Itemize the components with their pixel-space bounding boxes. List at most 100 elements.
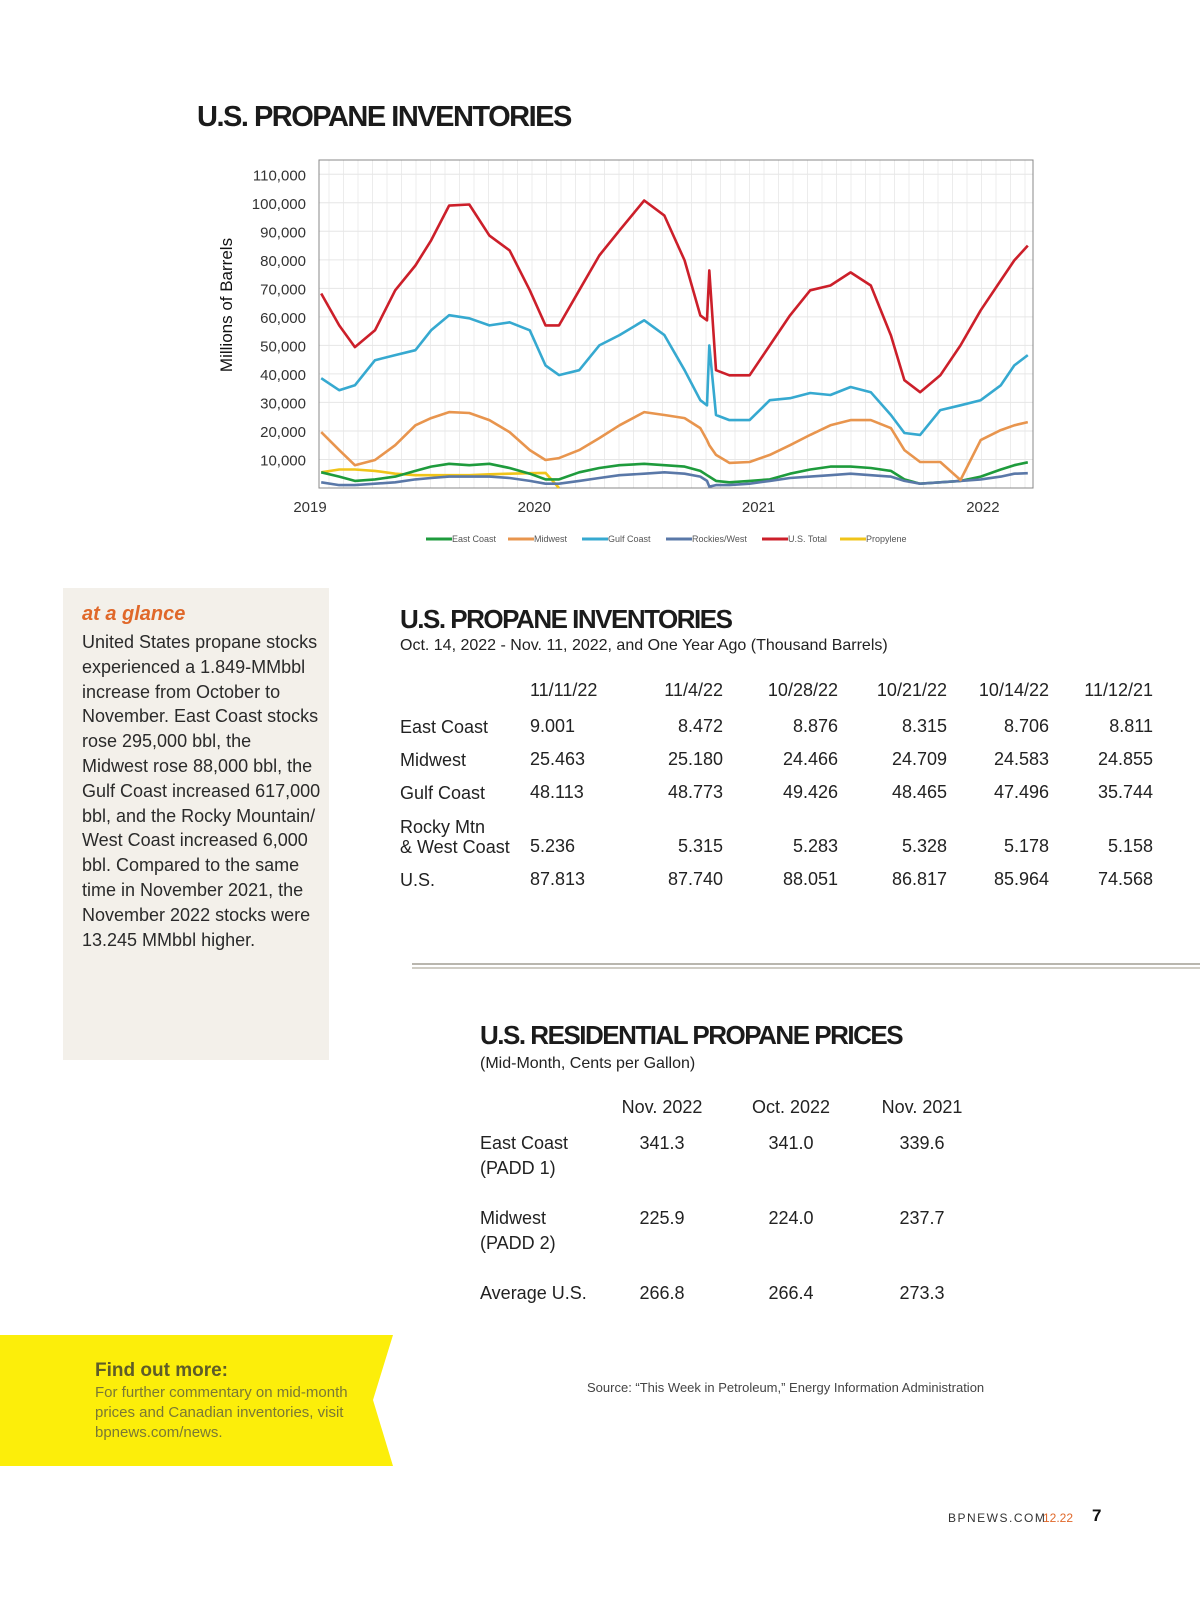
column-header: Nov. 2021 xyxy=(881,1097,963,1117)
row-label-line: & West Coast xyxy=(400,837,510,857)
find-out-more-title: Find out more: xyxy=(95,1360,228,1381)
table-row: Gulf Coast 48.113 48.773 49.426 48.465 47.496… xyxy=(400,776,1153,809)
section-divider xyxy=(412,963,1200,969)
row-label-line: (PADD 2) xyxy=(480,1233,556,1253)
page-number: 7 xyxy=(1092,1506,1102,1525)
table-cell: 48.113 xyxy=(530,782,584,802)
column-header: Oct. 2022 xyxy=(751,1097,831,1117)
table-row: Average U.S. 266.8 266.4 273.3 xyxy=(480,1281,976,1356)
inventories-table-title: U.S. PROPANE INVENTORIES xyxy=(400,604,733,634)
row-label-line: Midwest xyxy=(480,1208,547,1228)
y-tick-label: 50,000 xyxy=(260,338,306,355)
table-row: East Coast (PADD 1) 341.3 341.0 339.6 xyxy=(480,1131,976,1206)
row-label-line: Average U.S. xyxy=(480,1283,587,1303)
table-cell: 87.740 xyxy=(667,869,723,889)
row-label: Gulf Coast xyxy=(400,782,486,803)
row-label-line: Rocky Mtn xyxy=(400,817,486,837)
table-cell: 25.463 xyxy=(530,749,586,769)
series-line-rockies-west xyxy=(321,471,1028,488)
prices-table: Nov. 2022 Oct. 2022 Nov. 2021 East Coast… xyxy=(480,1097,976,1356)
table-cell: 8.811 xyxy=(1109,716,1153,736)
legend-label: Midwest xyxy=(534,534,568,544)
column-header: 10/28/22 xyxy=(767,680,838,700)
row-label: U.S. xyxy=(400,869,436,890)
table-cell: 47.496 xyxy=(993,782,1049,802)
row-label: East Coast xyxy=(400,716,489,737)
table-row: Midwest (PADD 2) 225.9 224.0 237.7 xyxy=(480,1206,976,1281)
footer-issue: 12.22 xyxy=(1043,1511,1074,1525)
chart-title: U.S. PROPANE INVENTORIES xyxy=(197,101,572,133)
column-header: 11/4/22 xyxy=(664,680,723,700)
table-cell: 24.709 xyxy=(891,749,947,769)
table-cell: 5.158 xyxy=(1107,836,1153,856)
find-out-more-body: For further commentary on mid-month pric… xyxy=(95,1384,348,1441)
column-header: Nov. 2022 xyxy=(621,1097,703,1117)
table-cell: 24.583 xyxy=(993,749,1049,769)
table-header-row: 11/11/22 11/4/22 10/28/22 10/21/22 10/14… xyxy=(400,680,1153,710)
table-cell: 266.8 xyxy=(639,1283,685,1303)
legend-label: East Coast xyxy=(452,534,497,544)
prices-table-title: U.S. RESIDENTIAL PROPANE PRICES xyxy=(480,1020,904,1050)
inventories-table: 11/11/22 11/4/22 10/28/22 10/21/22 10/14… xyxy=(400,680,1153,896)
legend-label: U.S. Total xyxy=(788,534,827,544)
table-cell: 25.180 xyxy=(667,749,723,769)
table-cell: 35.744 xyxy=(1097,782,1153,802)
legend-label: Propylene xyxy=(866,534,907,544)
x-tick-label: 2021 xyxy=(742,499,775,516)
table-cell: 224.0 xyxy=(768,1208,814,1228)
y-tick-label: 100,000 xyxy=(252,196,306,213)
table-cell: 237.7 xyxy=(899,1208,945,1228)
y-tick-label: 60,000 xyxy=(260,310,306,327)
table-cell: 88.051 xyxy=(782,869,838,889)
row-label: Midwest xyxy=(400,749,467,770)
table-cell: 48.773 xyxy=(667,782,723,802)
table-row: East Coast 9.001 8.472 8.876 8.315 8.706 8.811 xyxy=(400,710,1153,743)
y-tick-label: 10,000 xyxy=(260,452,306,469)
table-cell: 341.0 xyxy=(768,1133,814,1153)
at-a-glance-title: at a glance xyxy=(82,603,186,625)
y-axis-label: Millions of Barrels xyxy=(217,238,236,372)
table-row: U.S. 87.813 87.740 88.051 86.817 85.964 74.568 xyxy=(400,863,1153,896)
table-cell: 8.876 xyxy=(792,716,838,736)
row-label: Average U.S. xyxy=(480,1281,610,1356)
y-tick-label: 20,000 xyxy=(260,424,306,441)
row-label: Midwest (PADD 2) xyxy=(480,1206,610,1281)
table-cell: 5.283 xyxy=(792,836,838,856)
column-header: 11/12/21 xyxy=(1084,680,1153,700)
plot-frame xyxy=(318,159,1034,489)
table-cell: 8.472 xyxy=(677,716,723,736)
row-label: East Coast (PADD 1) xyxy=(480,1131,610,1206)
table-cell: 24.466 xyxy=(782,749,838,769)
table-header-row: Nov. 2022 Oct. 2022 Nov. 2021 xyxy=(480,1097,976,1131)
x-tick-label: 2022 xyxy=(966,499,999,516)
column-header: 10/14/22 xyxy=(978,680,1049,700)
table-cell: 8.315 xyxy=(901,716,947,736)
series-line-gulf-coast xyxy=(320,313,1029,437)
series-line-u-s-total xyxy=(320,199,1029,394)
table-cell: 225.9 xyxy=(639,1208,685,1228)
inventories-table-subtitle: Oct. 14, 2022 - Nov. 11, 2022, and One Y… xyxy=(400,637,888,654)
table-cell: 24.855 xyxy=(1097,749,1153,769)
column-header: 10/21/22 xyxy=(876,680,947,700)
table-cell: 339.6 xyxy=(899,1133,945,1153)
at-a-glance-body: United States propane stocks experienced… xyxy=(82,632,321,950)
table-cell: 341.3 xyxy=(639,1133,685,1153)
inventory-line-chart: 10,000 20,000 30,000 40,000 50,000 60,000 70,0… xyxy=(217,159,1034,544)
table-cell: 85.964 xyxy=(993,869,1049,889)
at-a-glance-box xyxy=(63,588,329,1060)
column-header: 11/11/22 xyxy=(530,680,598,700)
find-out-more-banner xyxy=(0,1335,393,1466)
prices-table-subtitle: (Mid-Month, Cents per Gallon) xyxy=(480,1055,696,1072)
y-tick-label: 40,000 xyxy=(260,367,306,384)
footer-site: BPNEWS.COM xyxy=(948,1511,1047,1525)
table-row: Midwest 25.463 25.180 24.466 24.709 24.583 24.… xyxy=(400,743,1153,776)
table-cell: 266.4 xyxy=(768,1283,814,1303)
y-tick-label: 110,000 xyxy=(253,167,306,184)
table-cell: 273.3 xyxy=(899,1283,945,1303)
table-cell: 48.465 xyxy=(891,782,947,802)
table-cell: 86.817 xyxy=(891,869,947,889)
x-tick-label: 2020 xyxy=(518,499,551,516)
legend-label: Rockies/West xyxy=(692,534,747,544)
series-line-midwest xyxy=(320,410,1029,482)
table-cell: 5.236 xyxy=(530,836,576,856)
